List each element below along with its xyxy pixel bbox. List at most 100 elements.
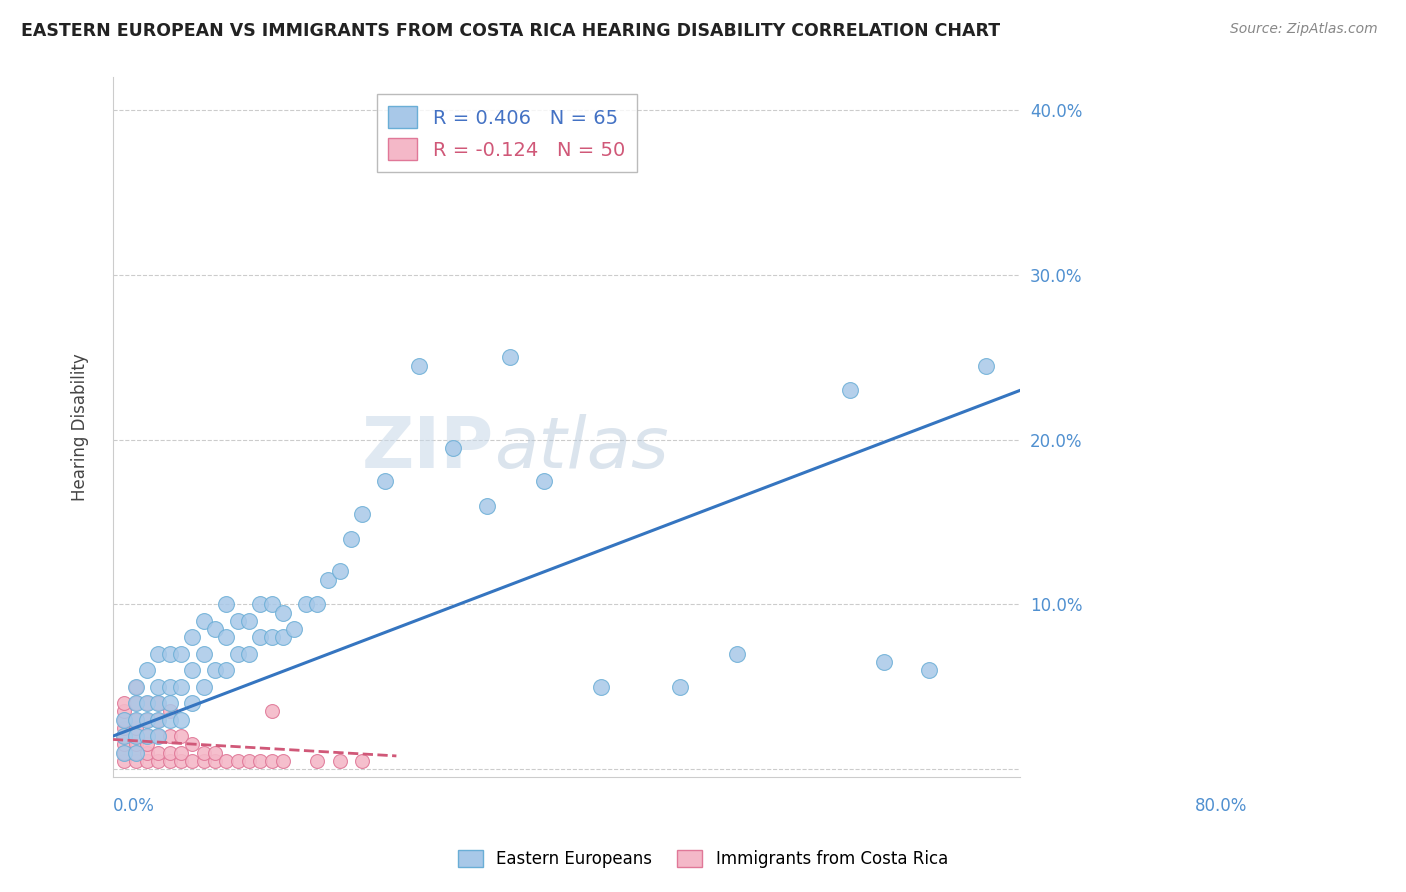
Point [124,729,146,743]
Point [215,598,238,612]
Point [329,565,352,579]
Point [124,754,146,768]
Point [159,754,181,768]
Point [112,721,135,735]
Point [249,754,271,768]
Point [148,746,170,760]
Point [238,754,260,768]
Point [215,663,238,677]
Point [374,474,396,488]
Text: ZIP: ZIP [361,414,494,483]
Point [260,598,283,612]
Point [124,713,146,727]
Point [873,655,896,669]
Text: atlas: atlas [494,414,668,483]
Point [193,647,215,661]
Point [193,680,215,694]
Point [170,729,193,743]
Point [135,696,157,710]
Point [112,705,135,719]
Point [226,647,249,661]
Point [170,647,193,661]
Point [124,746,146,760]
Point [135,713,157,727]
Point [112,729,135,743]
Point [193,614,215,628]
Point [238,647,260,661]
Point [159,705,181,719]
Text: EASTERN EUROPEAN VS IMMIGRANTS FROM COSTA RICA HEARING DISABILITY CORRELATION CH: EASTERN EUROPEAN VS IMMIGRANTS FROM COST… [21,22,1000,40]
Point [204,754,226,768]
Point [249,631,271,645]
Point [159,729,181,743]
Point [271,754,294,768]
Point [725,647,748,661]
Point [124,680,146,694]
Point [124,680,146,694]
Point [112,696,135,710]
Point [305,754,328,768]
Point [499,351,522,365]
Point [112,713,135,727]
Point [271,606,294,620]
Point [112,713,135,727]
Point [124,738,146,752]
Point [260,754,283,768]
Point [305,598,328,612]
Point [124,713,146,727]
Point [352,754,374,768]
Point [159,680,181,694]
Point [589,680,612,694]
Point [193,746,215,760]
Point [148,696,170,710]
Point [238,614,260,628]
Point [148,729,170,743]
Point [170,754,193,768]
Point [135,696,157,710]
Point [135,713,157,727]
Legend: Eastern Europeans, Immigrants from Costa Rica: Eastern Europeans, Immigrants from Costa… [451,843,955,875]
Point [260,705,283,719]
Point [204,746,226,760]
Point [204,663,226,677]
Point [352,507,374,521]
Point [181,631,204,645]
Point [135,754,157,768]
Point [135,729,157,743]
Point [215,754,238,768]
Point [135,738,157,752]
Point [148,713,170,727]
Point [215,631,238,645]
Point [170,713,193,727]
Legend: R = 0.406   N = 65, R = -0.124   N = 50: R = 0.406 N = 65, R = -0.124 N = 50 [377,95,637,172]
Point [170,680,193,694]
Point [124,746,146,760]
Point [124,721,146,735]
Point [148,754,170,768]
Point [249,598,271,612]
Point [839,384,862,398]
Point [124,729,146,743]
Text: 0.0%: 0.0% [112,797,155,815]
Point [159,647,181,661]
Point [112,738,135,752]
Point [181,738,204,752]
Point [226,614,249,628]
Y-axis label: Hearing Disability: Hearing Disability [72,353,89,501]
Point [669,680,692,694]
Point [340,532,363,546]
Point [226,754,249,768]
Point [533,474,555,488]
Point [159,713,181,727]
Point [135,663,157,677]
Point [112,729,135,743]
Text: 80.0%: 80.0% [1195,797,1247,815]
Point [204,622,226,636]
Point [148,696,170,710]
Point [112,746,135,760]
Point [181,754,204,768]
Point [135,746,157,760]
Point [193,754,215,768]
Point [271,631,294,645]
Point [124,696,146,710]
